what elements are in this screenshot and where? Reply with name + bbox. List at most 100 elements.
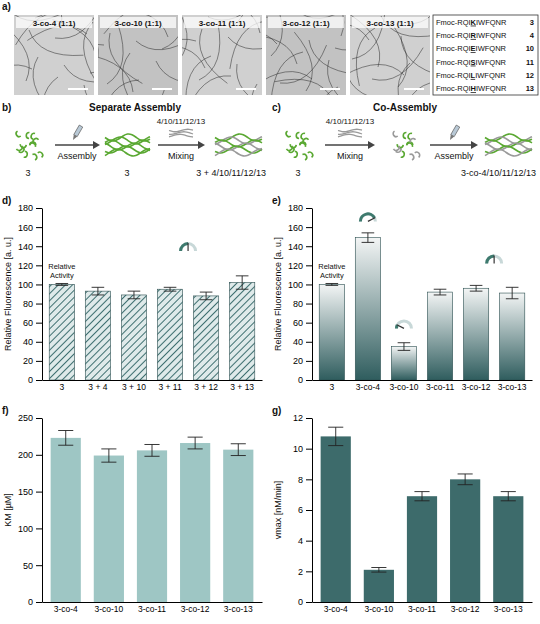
sequence-table-frame <box>433 15 538 95</box>
error-bar <box>458 474 473 485</box>
x-axis-line <box>313 380 533 381</box>
y-tick-mark <box>36 418 42 419</box>
label-patch <box>352 17 428 28</box>
label: 3 <box>295 168 300 178</box>
bar <box>85 291 110 380</box>
y-tick: 120 <box>18 261 42 271</box>
label-patch <box>268 17 344 28</box>
monomer <box>285 131 291 138</box>
x-axis: 3-co-43-co-103-co-113-co-123-co-13 <box>313 603 533 615</box>
y-axis-line <box>42 209 43 381</box>
y-tick: 160 <box>288 222 312 232</box>
y-tick-mark <box>306 284 312 285</box>
chart-panel: 0246810123-co-43-co-103-co-113-co-123-co… <box>272 405 533 614</box>
y-tick: 50 <box>23 561 42 571</box>
panel-letter: b) <box>2 102 11 113</box>
label: 4/10/11/12/13 <box>157 117 206 126</box>
marks <box>49 276 255 380</box>
fibre <box>14 25 29 81</box>
monomer <box>38 151 44 158</box>
scale-bar <box>404 88 424 90</box>
x-tick-label: 3 <box>59 382 64 392</box>
bar <box>121 295 146 380</box>
y-tick: 80 <box>293 299 312 309</box>
bar <box>157 289 182 380</box>
x-tick: 3 <box>329 382 334 392</box>
fibre <box>98 15 99 57</box>
y-tick-label: 80 <box>23 299 33 309</box>
y-tick-mark <box>306 227 312 228</box>
image-label: 3-co-12 (1:1) <box>282 19 329 28</box>
y-tick-mark <box>36 265 42 266</box>
x-tick: 3-co-12 <box>181 604 210 614</box>
y-tick-label: 40 <box>293 337 303 347</box>
strand <box>169 134 193 137</box>
image-label: 3-co-11 (1:1) <box>199 19 246 28</box>
y-tick-label: 2 <box>298 567 303 577</box>
y-tick-label: 100 <box>18 280 33 290</box>
fibre <box>98 44 104 80</box>
y-tick-mark <box>36 528 42 529</box>
y-tick-mark <box>306 602 312 603</box>
y-tick-label: 200 <box>18 450 33 460</box>
arrow <box>55 144 94 145</box>
bar <box>500 293 525 380</box>
monomer <box>302 153 307 160</box>
x-tick-label: 3-co-10 <box>390 382 419 392</box>
monomer <box>300 133 305 140</box>
y-tick-label: 140 <box>18 242 33 252</box>
y-tick: 20 <box>293 356 312 366</box>
x-tick: 3-co-10 <box>94 604 123 614</box>
y-tick: 4 <box>298 536 312 546</box>
x-tick: 3-co-11 <box>138 604 166 614</box>
error-bar <box>92 287 105 295</box>
monomer <box>20 144 26 148</box>
fibre <box>122 53 138 95</box>
y-tick-mark <box>306 479 312 480</box>
y-axis-title: KM [µM] <box>3 493 13 527</box>
y-tick: 140 <box>18 242 42 252</box>
error-bar <box>470 285 483 291</box>
micrograph-background <box>182 15 262 95</box>
fibre <box>230 21 262 69</box>
annotation: RelativeActivity <box>48 262 75 280</box>
y-tick-label: 0 <box>298 375 303 385</box>
y-tick-label: 20 <box>23 356 33 366</box>
x-tick-label: 3-co-11 <box>426 382 454 392</box>
bar <box>230 283 255 380</box>
error-bar <box>414 492 429 501</box>
compound-id: 3 <box>530 18 534 27</box>
x-tick: 3 + 13 <box>230 382 254 392</box>
x-tick: 3 <box>59 382 64 392</box>
y-tick: 0 <box>298 597 312 607</box>
x-tick-label: 3 + 11 <box>158 382 182 392</box>
fibre <box>182 45 205 68</box>
micrograph-background <box>266 15 346 95</box>
fibre <box>185 76 231 95</box>
monomer <box>392 131 398 138</box>
bar <box>137 450 167 602</box>
monomer <box>15 131 21 138</box>
error-bar <box>326 283 339 285</box>
micrograph-background <box>98 15 178 95</box>
y-tick-mark <box>36 284 42 285</box>
gauge-arc <box>485 254 503 263</box>
y-tick-label: 12 <box>293 413 303 423</box>
label-patch <box>100 17 176 28</box>
bar <box>180 443 210 602</box>
error-bar <box>362 233 375 243</box>
x-tick: 3 + 12 <box>194 382 218 392</box>
bar <box>223 450 253 602</box>
bar <box>450 479 480 602</box>
chart-panel: 02040608010012014016018033 + 43 + 103 + … <box>2 195 263 392</box>
fibre <box>156 61 178 83</box>
y-tick-mark <box>36 227 42 228</box>
monomer <box>16 146 23 152</box>
monomer <box>415 151 421 158</box>
panel-letter: e) <box>272 195 281 206</box>
y-tick-mark <box>306 571 312 572</box>
y-tick-label: 0 <box>28 375 33 385</box>
compound-id: 12 <box>526 71 534 80</box>
y-tick-mark <box>36 208 42 209</box>
x-tick: 3-co-13 <box>224 604 253 614</box>
